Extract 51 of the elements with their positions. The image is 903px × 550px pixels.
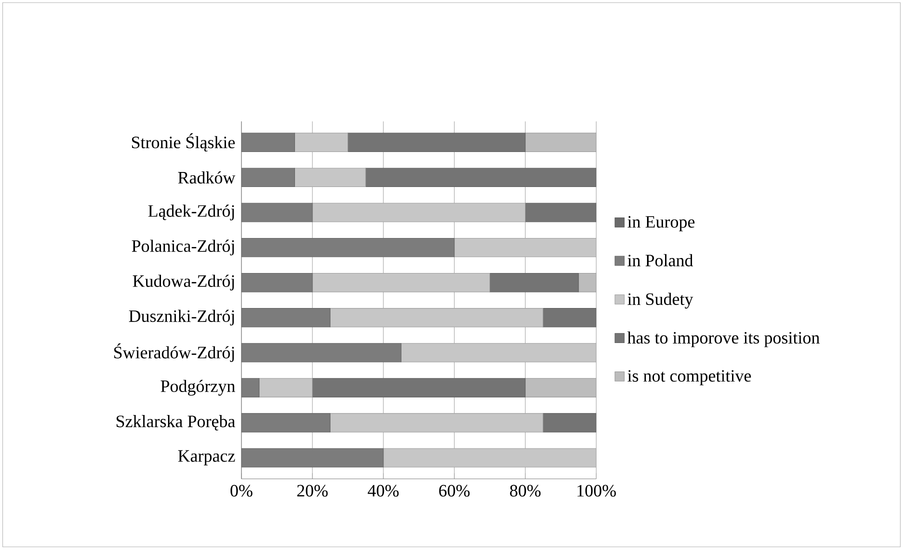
- bar: [312, 203, 526, 222]
- x-tick-label: 0%: [230, 485, 252, 497]
- y-tick-label: Świeradów-Zdrój: [114, 344, 234, 362]
- bar: [524, 378, 596, 398]
- bar: [241, 378, 260, 398]
- bar: [524, 133, 596, 152]
- bar: [312, 273, 490, 292]
- bar: [241, 413, 330, 433]
- x-tick-label: 80%: [510, 485, 541, 497]
- x-tick-label: 60%: [439, 485, 470, 497]
- bar: [294, 133, 348, 152]
- bar: [365, 168, 596, 188]
- bar: [241, 273, 313, 292]
- bar: [241, 343, 402, 363]
- bar: [578, 273, 596, 292]
- legend-label: in Sudety: [628, 293, 694, 309]
- x-tick-label: 40%: [368, 485, 399, 497]
- bar: [241, 238, 455, 258]
- bar: [258, 378, 313, 398]
- bar: [241, 203, 313, 222]
- bar: [454, 238, 596, 258]
- bar: [241, 308, 330, 328]
- y-tick-label: Podgórzyn: [160, 380, 236, 396]
- y-tick-label: Polanica-Zdrój: [132, 240, 234, 256]
- bar: [330, 413, 544, 433]
- y-tick-label: Stronie Śląskie: [132, 134, 235, 152]
- y-tick-label: Duszniki-Zdrój: [128, 310, 234, 326]
- bar: [524, 203, 596, 222]
- legend-label: in Poland: [628, 254, 693, 267]
- bar: [383, 448, 596, 468]
- y-tick-label: Kudowa-Zdrój: [132, 274, 234, 291]
- bar: [312, 378, 526, 398]
- x-tick-label: 100%: [578, 485, 616, 497]
- x-tick-label: 20%: [297, 485, 328, 497]
- bar: [400, 343, 596, 363]
- bar: [542, 413, 596, 433]
- bar: [241, 133, 295, 152]
- bar: [348, 133, 526, 152]
- y-tick-label: Radków: [178, 172, 236, 184]
- bar: [294, 168, 366, 188]
- legend-label: in Europe: [628, 216, 695, 232]
- y-tick-label: Lądek-Zdrój: [148, 204, 234, 221]
- bar: [241, 168, 295, 188]
- y-tick-label: Karpacz: [178, 450, 235, 466]
- legend-label: has to imporove its position: [627, 332, 820, 348]
- bar: [330, 308, 544, 328]
- bar: [542, 308, 596, 328]
- bar: [490, 273, 579, 292]
- bar: [241, 448, 384, 468]
- y-tick-label: Szklarska Poręba: [116, 415, 236, 431]
- legend-label: is not competitive: [628, 370, 751, 386]
